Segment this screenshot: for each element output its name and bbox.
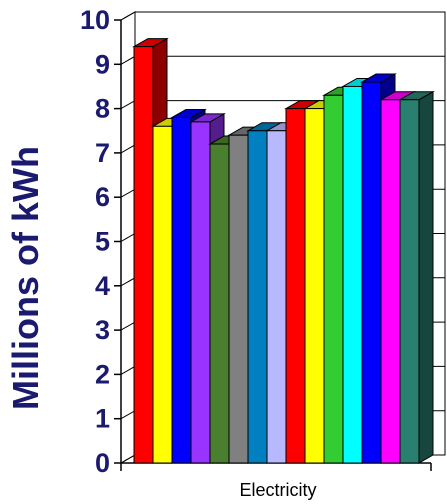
y-tick-label: 2 (95, 359, 110, 389)
x-tick-label: Electricity (239, 480, 316, 500)
y-tick-label: 6 (95, 182, 110, 212)
bar (398, 90, 435, 464)
y-axis-title: Millions of kWh (5, 146, 46, 410)
bar-front (361, 81, 382, 464)
y-tick-labels: 0 1 2 3 4 5 6 7 8 9 10 (80, 5, 110, 478)
gridline (120, 11, 445, 21)
bar-front (152, 125, 173, 464)
y-tick-label: 4 (95, 271, 110, 301)
bar-front (171, 116, 192, 464)
y-tick-label: 1 (95, 404, 110, 434)
y-tick-label: 5 (95, 227, 110, 257)
bar-front (266, 130, 287, 464)
bar-front (304, 108, 325, 464)
bar-front (228, 134, 249, 464)
y-tick-label: 9 (95, 49, 110, 79)
bar-front (247, 130, 268, 464)
y-tick-label: 10 (80, 5, 110, 35)
bar-front (133, 46, 154, 464)
y-tick-label: 3 (95, 315, 110, 345)
x-tick-labels: Electricity (239, 480, 316, 500)
y-tick-label: 0 (95, 448, 110, 478)
bar-front (399, 99, 420, 464)
bar-side (418, 90, 434, 464)
y-tick-label: 7 (95, 138, 110, 168)
bar-front (380, 99, 401, 464)
bar-front (209, 143, 230, 464)
bar-front (285, 108, 306, 464)
y-tick-label: 8 (95, 94, 110, 124)
bar-front (190, 121, 211, 464)
bar-front (342, 85, 363, 464)
bar-front (323, 94, 344, 464)
bars (132, 37, 435, 464)
